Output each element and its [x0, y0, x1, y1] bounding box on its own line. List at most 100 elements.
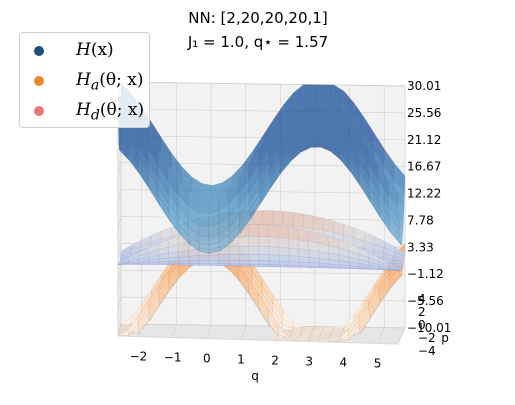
surface-cell — [262, 210, 274, 225]
surface-cell — [387, 262, 399, 270]
legend-label-ha: Ha(θ; x) — [76, 70, 144, 94]
surface-cell — [308, 121, 320, 132]
surface-cell — [277, 225, 289, 239]
surface-cell — [248, 246, 260, 255]
surface-cell — [229, 259, 240, 265]
surface-cell — [278, 255, 290, 262]
surface-cell — [178, 260, 190, 264]
z-gridline — [117, 189, 406, 202]
surface-cell — [248, 254, 260, 261]
surface-cell — [282, 211, 294, 227]
surface-cell — [289, 255, 300, 263]
x-tick-label: 4 — [340, 355, 348, 369]
surface-cell — [249, 264, 261, 267]
surface-cell — [287, 226, 299, 240]
z-tick-label: 30.01 — [407, 79, 441, 93]
legend-item-ha: Ha(θ; x) — [20, 67, 149, 97]
surface-cell — [249, 260, 260, 265]
surface-cell — [228, 246, 240, 255]
surface-cell — [188, 255, 200, 261]
z-tick-label: 12.22 — [407, 187, 441, 201]
surface-cell — [278, 237, 289, 249]
surface-hd — [117, 210, 406, 272]
surface-cell — [257, 224, 269, 237]
z-tick-label: −1.12 — [407, 267, 444, 281]
surface-h — [117, 82, 406, 254]
surface-cell — [197, 196, 209, 215]
surface-cell — [292, 212, 304, 228]
surface-cell — [268, 254, 280, 262]
surface-cell — [218, 254, 230, 261]
y-tick-label: 0 — [418, 318, 426, 332]
surface-cell — [308, 108, 319, 122]
legend-item-h: H(x) — [20, 37, 149, 67]
surface-cell — [309, 131, 320, 140]
surface-cell — [199, 260, 210, 264]
chart-title-line1: NN: [2,20,20,20,1] — [188, 9, 327, 27]
x-tick-label: −2 — [130, 350, 148, 364]
surface-cell — [198, 254, 210, 261]
axis-ticks: −2 −1 0 1 2 3 4 5 30.01 25.56 21.12 16.67 12.22 7.78 3… — [130, 79, 452, 370]
surface-cell — [309, 144, 321, 148]
surface-cell — [269, 260, 281, 266]
legend-label-h: H(x) — [76, 40, 114, 60]
surface-cell — [207, 195, 219, 215]
surface-cell — [267, 224, 279, 238]
x-axis-label: q — [251, 369, 259, 383]
x-tick-label: 3 — [305, 354, 313, 368]
surface-cell — [268, 246, 280, 256]
x-tick-label: −1 — [164, 351, 182, 365]
surface-cell — [179, 263, 190, 266]
surface-cell — [228, 254, 240, 261]
x-tick-label: 1 — [237, 353, 245, 367]
surface-cell — [209, 263, 221, 266]
surface-cell — [298, 248, 310, 258]
surface-cell — [229, 263, 241, 267]
surface-cell — [169, 263, 180, 266]
surface-cell — [268, 236, 279, 248]
surface-cell — [303, 213, 314, 229]
legend-marker-h — [34, 46, 44, 56]
x-tick-label: 2 — [271, 353, 279, 367]
surfaces — [117, 82, 406, 343]
y-tick-label: −4 — [418, 344, 436, 358]
legend-item-hd: Hd(θ; x) — [20, 97, 149, 127]
surface-cell — [279, 260, 291, 266]
surface-cell — [258, 246, 270, 255]
surface-cell — [209, 260, 220, 264]
surface-cell — [307, 340, 319, 342]
surface-cell — [189, 263, 200, 266]
z-tick-label: 3.33 — [407, 240, 434, 254]
y-tick-label: 2 — [418, 305, 426, 319]
surface-cell — [219, 263, 231, 266]
surface-cell — [189, 260, 200, 264]
z-tick-label: −5.56 — [407, 294, 444, 308]
surface-cell — [288, 247, 300, 257]
y-axis-label: p — [441, 331, 449, 345]
legend-marker-hd — [34, 106, 44, 116]
surface-cell — [297, 339, 309, 342]
surface-cell — [307, 99, 319, 109]
surface-cell — [238, 246, 250, 255]
surface-cell — [387, 179, 399, 208]
y-tick-label: 4 — [418, 292, 426, 306]
x-tick-label: 0 — [203, 352, 211, 366]
surface-cell — [313, 84, 324, 97]
surface-cell — [272, 210, 284, 226]
surface-cell — [198, 211, 209, 227]
surface-cell — [289, 261, 301, 266]
surface-cell — [299, 256, 310, 263]
x-tick-label: 5 — [374, 356, 382, 370]
surface-cell — [238, 254, 250, 261]
surface-cell — [297, 228, 309, 242]
y-tick-label: −2 — [418, 331, 436, 345]
q-gridline — [206, 83, 212, 339]
surface-cell — [248, 236, 259, 247]
surface-cell — [258, 254, 270, 261]
legend-marker-ha — [34, 76, 44, 86]
z-tick-label: 25.56 — [407, 106, 441, 120]
surface-cell — [239, 263, 251, 267]
surface-cell — [317, 340, 329, 343]
z-gridline — [117, 296, 406, 310]
